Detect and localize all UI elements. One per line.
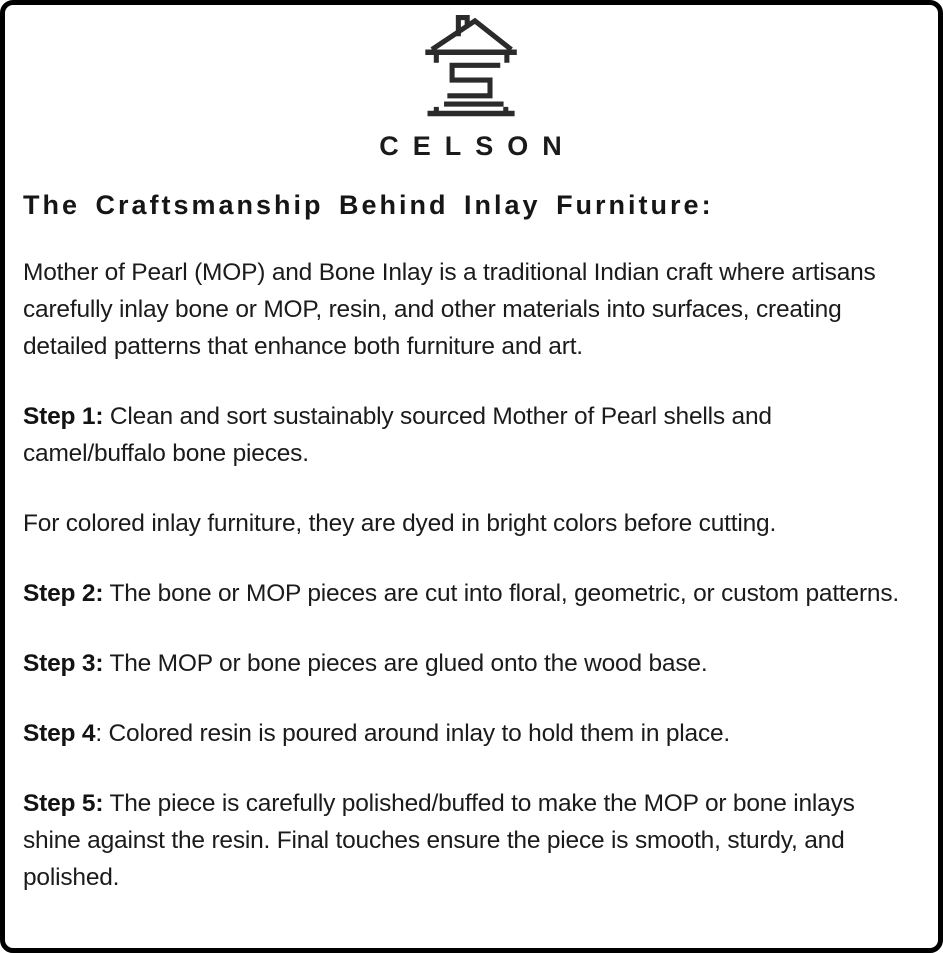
step-label: Step 1: [23,403,104,430]
brand-name: CELSON [379,131,576,161]
step-label: Step 3: [23,650,104,677]
step-paragraph: Step 3: The MOP or bone pieces are glued… [23,645,918,682]
paragraph-text: For colored inlay furniture, they are dy… [23,510,777,537]
step-paragraph: Step 5: The piece is carefully polished/… [23,785,918,896]
step-paragraph: Step 1: Clean and sort sustainably sourc… [23,398,918,472]
paragraph: For colored inlay furniture, they are dy… [23,505,918,542]
step-label: Step 5: [23,790,104,817]
paragraph: Mother of Pearl (MOP) and Bone Inlay is … [23,254,918,365]
house-s-logo-icon [425,15,517,117]
paragraph-text: The MOP or bone pieces are glued onto th… [103,650,708,677]
page-title: The Craftsmanship Behind Inlay Furniture… [23,190,714,220]
step-label: Step 4 [23,720,96,747]
paragraph-text: : Colored resin is poured around inlay t… [95,720,731,747]
step-paragraph: Step 4: Colored resin is poured around i… [23,715,918,752]
step-label: Step 2: [23,580,104,607]
paragraph-text: Mother of Pearl (MOP) and Bone Inlay is … [23,259,876,360]
paragraph-text: The piece is carefully polished/buffed t… [23,790,855,891]
paragraph-text: The bone or MOP pieces are cut into flor… [103,580,899,607]
brand-logo [23,13,918,117]
paragraph-text: Clean and sort sustainably sourced Mothe… [23,403,772,467]
step-paragraph: Step 2: The bone or MOP pieces are cut i… [23,575,918,612]
content: Mother of Pearl (MOP) and Bone Inlay is … [23,254,918,896]
